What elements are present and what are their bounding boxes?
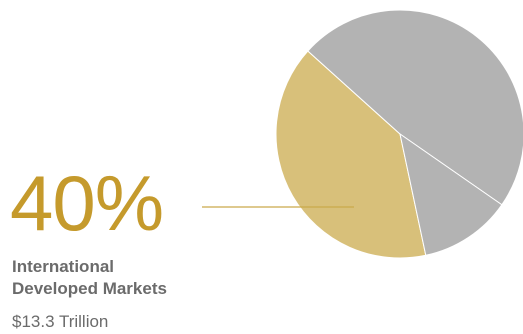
- callout-label: International Developed Markets: [12, 256, 252, 300]
- pie-slice-1: [307, 9, 523, 206]
- pie-slice-2: [399, 132, 503, 256]
- callout-percent: 40%: [10, 159, 164, 247]
- pie-slice-highlighted: [275, 50, 427, 259]
- callout-label-line-1: International: [12, 257, 115, 276]
- callout-label-line-2: Developed Markets: [12, 279, 167, 298]
- callout-amount: $13.3 Trillion: [12, 312, 109, 331]
- pie-slices: [275, 9, 523, 259]
